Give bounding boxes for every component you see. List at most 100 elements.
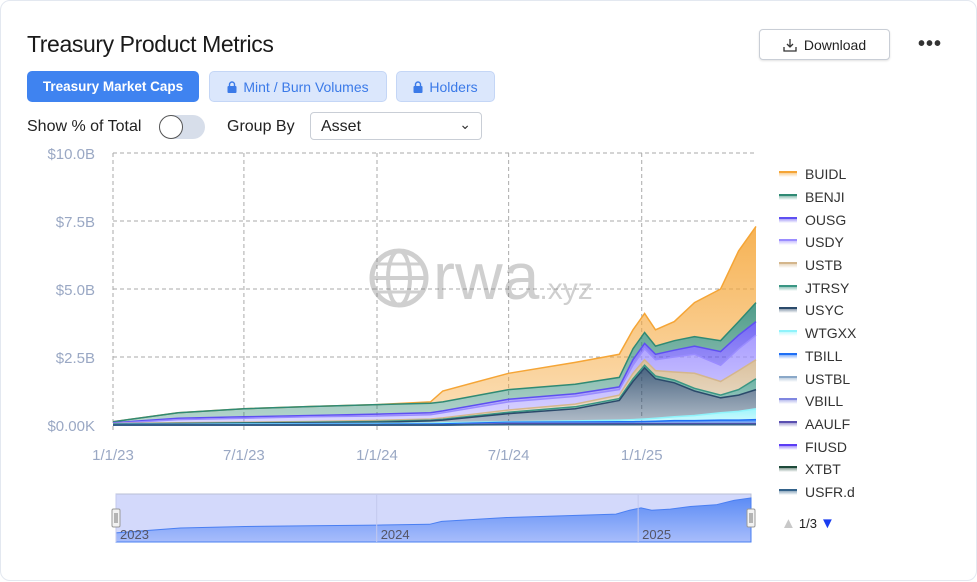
area-xtbt[interactable]	[113, 425, 756, 426]
watermark-text: rwa.xyz	[433, 239, 593, 313]
legend-item-jtrsy[interactable]: JTRSY	[779, 276, 856, 299]
line-fiusd	[113, 424, 756, 425]
line-ousg	[113, 322, 756, 423]
toggle-knob	[159, 115, 183, 139]
legend-item-ousg[interactable]: OUSG	[779, 208, 856, 231]
legend-label: AAULF	[805, 416, 850, 432]
line-benji	[113, 303, 756, 422]
line-buidl	[113, 226, 756, 421]
legend-label: OUSG	[805, 212, 846, 228]
tab-mint-burn-volumes[interactable]: Mint / Burn Volumes	[209, 71, 387, 102]
area-ustbl[interactable]	[113, 423, 756, 425]
legend-swatch	[779, 239, 797, 245]
legend-swatch	[779, 398, 797, 404]
legend-item-ustb[interactable]: USTB	[779, 254, 856, 277]
legend-item-wtgxx[interactable]: WTGXX	[779, 322, 856, 345]
legend-swatch	[779, 171, 797, 177]
navigator-series	[116, 498, 751, 542]
x-tick-label: 1/1/24	[356, 447, 398, 464]
legend-swatch	[779, 421, 797, 427]
download-button[interactable]: Download	[759, 29, 890, 60]
y-tick-label: $0.00K	[47, 418, 95, 435]
group-by-label: Group By	[227, 118, 295, 136]
show-pct-toggle[interactable]	[159, 115, 205, 139]
legend-item-buidl[interactable]: BUIDL	[779, 163, 856, 186]
legend-swatch	[779, 307, 797, 313]
y-tick-label: $10.0B	[47, 146, 95, 163]
legend-label: USYC	[805, 302, 844, 318]
legend-item-usdy[interactable]: USDY	[779, 231, 856, 254]
chevron-down-icon: ⌄	[459, 116, 471, 133]
line-ustbl	[113, 423, 756, 425]
legend-item-aaulf[interactable]: AAULF	[779, 413, 856, 436]
area-tbill[interactable]	[113, 420, 756, 425]
navigator-year-label: 2024	[381, 527, 410, 542]
area-wtgxx[interactable]	[113, 409, 756, 425]
line-ustb	[113, 360, 756, 424]
legend-swatch	[779, 285, 797, 291]
legend-swatch	[779, 353, 797, 359]
pager-down-icon[interactable]: ▼	[820, 515, 835, 532]
legend-label: XTBT	[805, 461, 841, 477]
line-usyc	[113, 368, 756, 424]
x-tick-label: 1/1/25	[621, 447, 663, 464]
tab-treasury-market-caps[interactable]: Treasury Market Caps	[27, 71, 199, 102]
line-usdy	[113, 335, 756, 423]
line-aaulf	[113, 424, 756, 425]
navigator-handle[interactable]	[112, 509, 120, 527]
legend-item-vbill[interactable]: VBILL	[779, 390, 856, 413]
legend-swatch	[779, 194, 797, 200]
show-pct-label: Show % of Total	[27, 118, 141, 136]
navigator[interactable]	[116, 494, 751, 542]
legend-label: FIUSD	[805, 439, 847, 455]
area-buidl[interactable]	[113, 226, 756, 421]
area-usyc[interactable]	[113, 368, 756, 425]
legend-item-usfr-d[interactable]: USFR.d	[779, 481, 856, 504]
legend-label: WTGXX	[805, 325, 856, 341]
line-wtgxx	[113, 409, 756, 425]
legend-item-benji[interactable]: BENJI	[779, 186, 856, 209]
legend-swatch	[779, 466, 797, 472]
area-fiusd[interactable]	[113, 424, 756, 425]
area-aaulf[interactable]	[113, 424, 756, 425]
tab-label: Mint / Burn Volumes	[243, 79, 368, 95]
legend-item-ustbl[interactable]: USTBL	[779, 367, 856, 390]
download-icon	[783, 38, 797, 52]
line-vbill	[113, 424, 756, 425]
legend-item-usyc[interactable]: USYC	[779, 299, 856, 322]
legend-item-fiusd[interactable]: FIUSD	[779, 435, 856, 458]
legend-item-xtbt[interactable]: XTBT	[779, 458, 856, 481]
tab-label: Holders	[429, 79, 477, 95]
x-tick-label: 7/1/23	[223, 447, 265, 464]
navigator-year-label: 2023	[120, 527, 149, 542]
tab-label: Treasury Market Caps	[43, 79, 183, 94]
legend-item-tbill[interactable]: TBILL	[779, 345, 856, 368]
legend-label: USFR.d	[805, 484, 855, 500]
y-tick-label: $7.5B	[56, 214, 95, 231]
legend-label: BENJI	[805, 189, 845, 205]
area-ustb[interactable]	[113, 360, 756, 424]
tab-holders[interactable]: Holders	[396, 71, 495, 102]
area-ousg[interactable]	[113, 322, 756, 424]
area-usdy[interactable]	[113, 335, 756, 423]
lock-icon	[413, 81, 423, 93]
area-jtrsy[interactable]	[113, 365, 756, 424]
area-benji[interactable]	[113, 303, 756, 423]
more-horizontal-icon[interactable]: •••	[918, 33, 942, 56]
pager-up-icon[interactable]: ▲	[781, 515, 796, 532]
navigator-year-label: 2025	[642, 527, 671, 542]
page-title: Treasury Product Metrics	[27, 31, 273, 58]
legend-swatch	[779, 217, 797, 223]
navigator-handle[interactable]	[747, 509, 755, 527]
download-label: Download	[804, 37, 866, 53]
legend-label: JTRSY	[805, 280, 849, 296]
legend-label: VBILL	[805, 393, 843, 409]
rwa-watermark-logo: rwa.xyz	[372, 239, 593, 313]
group-by-select[interactable]: Asset ⌄	[310, 112, 482, 140]
lock-icon	[227, 81, 237, 93]
legend-swatch	[779, 489, 797, 495]
y-tick-label: $2.5B	[56, 350, 95, 367]
area-vbill[interactable]	[113, 424, 756, 425]
